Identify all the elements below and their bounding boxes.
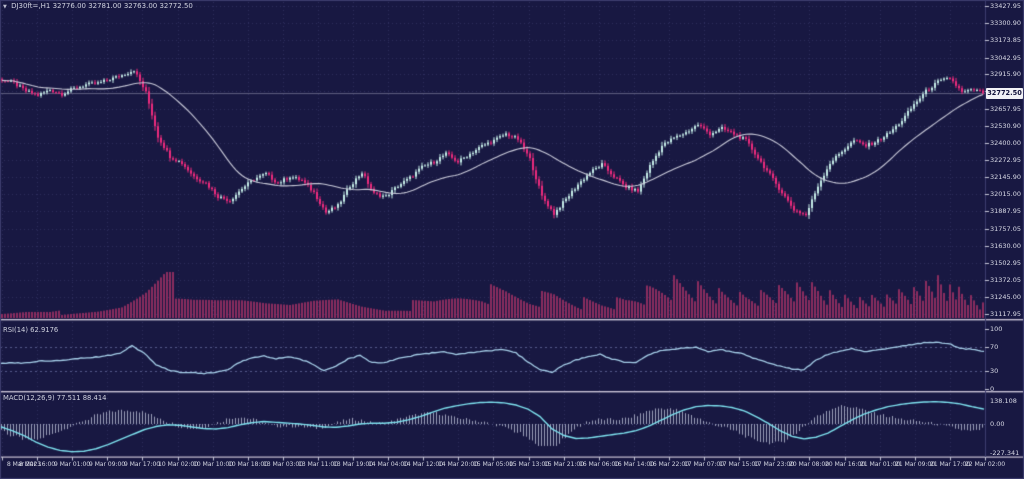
time-axis-label: 15 Mar 13:00 [508, 461, 550, 468]
price-axis-label: 33300.90 [990, 19, 1022, 27]
symbol-ohlc-line: ▼ DJ30ft=,H1 32776.00 32781.00 32763.00 … [3, 2, 193, 10]
price-axis-label: 31245.00 [990, 293, 1022, 301]
time-axis-label: 13 Mar 03:00 [262, 461, 304, 468]
price-axis-label: 32272.95 [990, 156, 1022, 164]
price-axis-label: 31117.95 [990, 310, 1022, 318]
macd-axis-label: -227.341 [990, 449, 1020, 457]
time-axis-label: 15 Mar 05:00 [472, 461, 514, 468]
macd-panel-label: MACD(12,26,9) 77.511 88.414 [3, 394, 107, 402]
price-axis-label: 31887.95 [990, 207, 1022, 215]
current-price-tag: 32772.50 [986, 88, 1023, 99]
time-axis-label: 20 Mar 16:00 [824, 461, 866, 468]
price-axis-label: 32915.90 [990, 70, 1022, 78]
time-axis-label: 9 Mar 01:00 [53, 461, 91, 468]
price-axis-label: 31630.00 [990, 242, 1022, 250]
rsi-axis-label: 30 [990, 367, 999, 375]
time-axis-label: 10 Mar 10:00 [192, 461, 234, 468]
rsi-axis-label: 70 [990, 343, 999, 351]
time-axis-label: 16 Mar 14:00 [613, 461, 655, 468]
rsi-axis-label: 0 [990, 385, 995, 393]
time-axis-label: 21 Mar 17:00 [929, 461, 971, 468]
time-axis-label: 10 Mar 18:00 [227, 461, 269, 468]
price-axis-label: 31502.95 [990, 259, 1022, 267]
time-axis-label: 10 Mar 02:00 [157, 461, 199, 468]
rsi-panel-label: RSI(14) 62.9176 [3, 326, 59, 334]
price-axis-label: 33173.85 [990, 36, 1022, 44]
time-axis-label: 21 Mar 09:00 [894, 461, 936, 468]
time-axis-label: 8 Mar 2023 [6, 461, 42, 468]
time-axis-label: 14 Mar 12:00 [402, 461, 444, 468]
time-axis-label: 17 Mar 15:00 [718, 461, 760, 468]
price-axis-label: 32015.00 [990, 190, 1022, 198]
price-axis-label: 31372.05 [990, 276, 1022, 284]
time-axis-label: 16 Mar 06:00 [578, 461, 620, 468]
time-axis-label: 14 Mar 04:00 [367, 461, 409, 468]
time-axis-label: 17 Mar 23:00 [753, 461, 795, 468]
price-axis-label: 31757.05 [990, 225, 1022, 233]
price-axis-label: 32530.90 [990, 122, 1022, 130]
rsi-axis-label: 100 [990, 325, 1003, 333]
time-axis-label: 21 Mar 01:00 [859, 461, 901, 468]
price-axis-label: 32657.95 [990, 105, 1022, 113]
time-axis-label: 20 Mar 08:00 [788, 461, 830, 468]
price-axis-label: 32400.00 [990, 139, 1022, 147]
time-axis-label: 16 Mar 22:00 [648, 461, 690, 468]
time-axis-label: 9 Mar 09:00 [88, 461, 126, 468]
time-axis-label: 8 Mar 16:00 [18, 461, 56, 468]
symbol-ohlc-text: DJ30ft=,H1 32776.00 32781.00 32763.00 32… [11, 2, 193, 10]
time-axis-label: 9 Mar 17:00 [123, 461, 161, 468]
time-axis-label: 14 Mar 20:00 [437, 461, 479, 468]
symbol-marker-icon: ▼ [3, 4, 7, 10]
time-axis-label: 13 Mar 19:00 [332, 461, 374, 468]
time-axis-label: 17 Mar 07:00 [683, 461, 725, 468]
price-axis-label: 33042.95 [990, 54, 1022, 62]
time-axis-label: 15 Mar 21:00 [543, 461, 585, 468]
price-axis-label: 32145.90 [990, 173, 1022, 181]
time-axis-label: 13 Mar 11:00 [297, 461, 339, 468]
macd-axis-label: 0.00 [990, 420, 1005, 428]
time-axis-label: 22 Mar 02:00 [964, 461, 1006, 468]
price-axis-label: 33427.95 [990, 2, 1022, 10]
macd-axis-label: 138.108 [990, 397, 1017, 405]
